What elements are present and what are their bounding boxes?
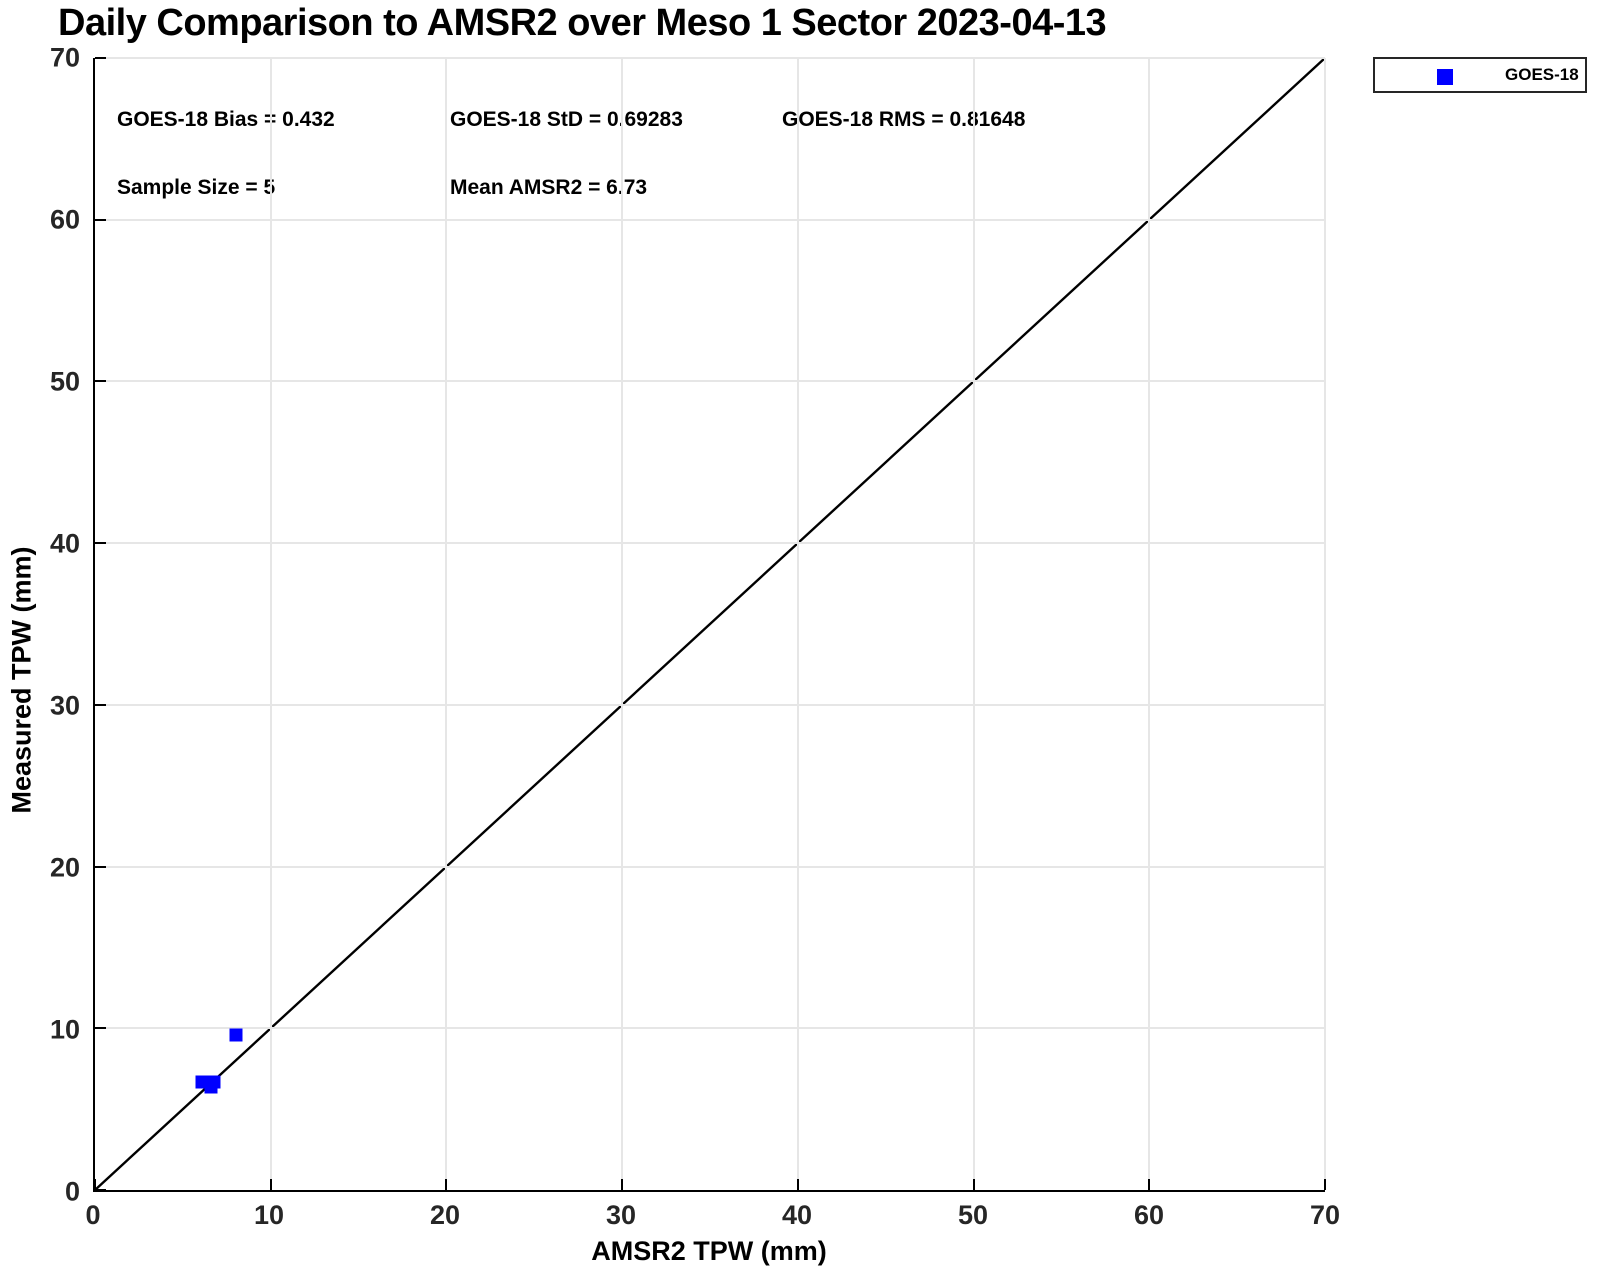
x-tick-label-70: 70 xyxy=(1309,1200,1341,1230)
plot-area: GOES-18 Bias = 0.432 GOES-18 StD = 0.692… xyxy=(93,58,1325,1192)
gridline-x-50 xyxy=(972,58,975,1190)
x-tick-30 xyxy=(621,1179,624,1190)
gridline-y-30 xyxy=(95,703,1325,706)
y-tick-20 xyxy=(95,865,106,868)
x-axis-tick-labels: 0 10 20 30 40 50 60 70 xyxy=(85,1200,1340,1232)
legend-square-marker-icon xyxy=(1437,69,1453,85)
gridline-x-70 xyxy=(1324,58,1326,1190)
legend-label: GOES-18 xyxy=(1505,65,1579,84)
y-axis-label: Measured TPW (mm) xyxy=(6,546,37,814)
y-tick-60 xyxy=(95,218,106,221)
annotation-sample-size: Sample Size = 5 xyxy=(117,176,276,199)
y-tick-label-10: 10 xyxy=(49,1014,80,1045)
y-tick-label-30: 30 xyxy=(49,690,80,721)
gridline-x-30 xyxy=(621,58,624,1190)
y-tick-70 xyxy=(95,57,106,59)
x-axis-label: AMSR2 TPW (mm) xyxy=(591,1236,827,1266)
gridline-x-60 xyxy=(1148,58,1151,1190)
gridline-y-20 xyxy=(95,865,1325,868)
x-tick-label-30: 30 xyxy=(605,1200,637,1230)
x-tick-label-60: 60 xyxy=(1133,1200,1165,1230)
data-point-goes-18-4 xyxy=(229,1028,243,1042)
gridline-y-40 xyxy=(95,542,1325,545)
y-tick-30 xyxy=(95,703,106,706)
x-tick-60 xyxy=(1148,1179,1151,1190)
x-tick-20 xyxy=(445,1179,448,1190)
x-tick-10 xyxy=(269,1179,272,1190)
y-tick-0 xyxy=(95,1189,106,1191)
x-tick-40 xyxy=(796,1179,799,1190)
gridline-x-20 xyxy=(445,58,448,1190)
y-tick-10 xyxy=(95,1027,106,1030)
y-tick-label-20: 20 xyxy=(49,852,80,883)
x-tick-50 xyxy=(972,1179,975,1190)
y-tick-label-40: 40 xyxy=(49,528,80,559)
x-tick-label-50: 50 xyxy=(957,1200,989,1230)
gridline-y-10 xyxy=(95,1027,1325,1030)
chart-title: Daily Comparison to AMSR2 over Meso 1 Se… xyxy=(58,2,1107,44)
y-axis-tick-labels: 0 10 20 30 40 50 60 70 xyxy=(0,44,80,1205)
gridline-x-40 xyxy=(796,58,799,1190)
identity-line xyxy=(95,58,1325,1190)
gridline-y-70 xyxy=(95,57,1325,59)
x-tick-label-40: 40 xyxy=(781,1200,813,1230)
x-tick-label-0: 0 xyxy=(85,1200,101,1230)
gridline-y-60 xyxy=(95,218,1325,221)
legend: GOES-18 xyxy=(1373,57,1587,93)
gridline-x-10 xyxy=(269,58,272,1190)
y-tick-40 xyxy=(95,542,106,545)
x-tick-label-20: 20 xyxy=(429,1200,461,1230)
x-tick-label-10: 10 xyxy=(253,1200,285,1230)
x-tick-0 xyxy=(94,1179,96,1190)
data-point-goes-18-3 xyxy=(204,1080,218,1093)
annotation-bias: GOES-18 Bias = 0.432 xyxy=(117,108,335,131)
y-tick-50 xyxy=(95,380,106,383)
y-tick-label-0: 0 xyxy=(64,1176,80,1207)
y-tick-label-50: 50 xyxy=(49,366,80,397)
annotation-std: GOES-18 StD = 0.69283 xyxy=(450,108,683,131)
y-tick-label-70: 70 xyxy=(49,42,80,73)
annotation-rms: GOES-18 RMS = 0.81648 xyxy=(782,108,1026,131)
y-tick-label-60: 60 xyxy=(49,204,80,235)
gridline-y-50 xyxy=(95,380,1325,383)
x-tick-70 xyxy=(1324,1179,1326,1190)
annotation-mean-amsr2: Mean AMSR2 = 6.73 xyxy=(450,176,648,199)
